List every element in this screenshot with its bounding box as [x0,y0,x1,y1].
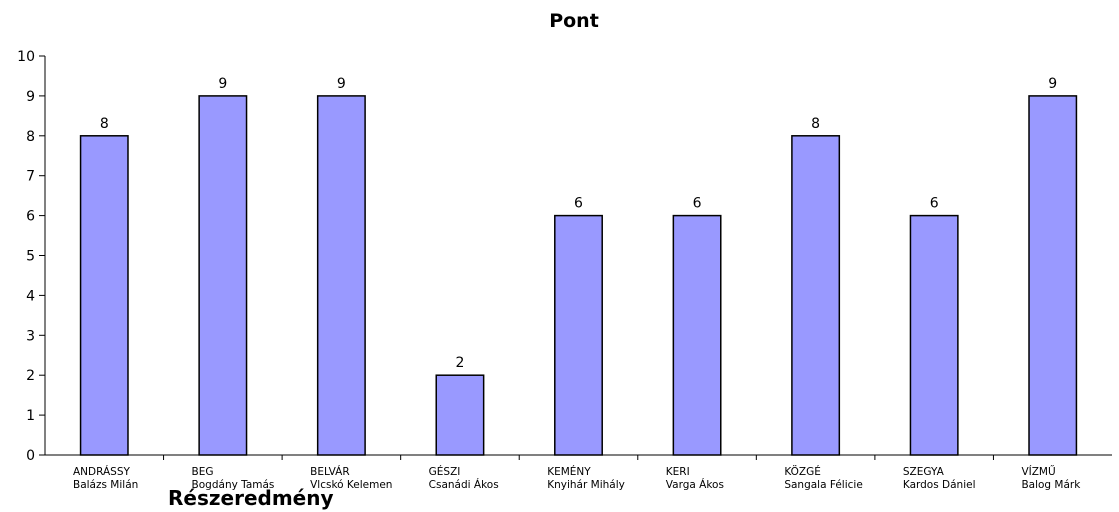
y-tick-label: 1 [26,408,35,424]
x-tick-label-name: Vlcskó Kelemen [310,479,392,491]
caption: Részeredmény [168,486,334,510]
y-tick-label: 10 [17,49,35,65]
bar [554,214,603,456]
y-tick-label: 8 [26,129,35,145]
x-tick-label-name: Kardos Dániel [903,479,976,491]
y-tick-label: 2 [26,368,35,384]
x-tick-label-school: KÖZGÉ [784,465,821,478]
y-tick-label: 3 [26,328,35,344]
x-tick-label-name: Knyihár Mihály [547,479,625,491]
x-tick-label-school: KEMÉNY [547,465,591,478]
data-label: 8 [811,116,820,132]
y-tick-label: 4 [26,288,35,304]
x-tick-label-school: BELVÁR [310,465,350,478]
y-tick-label: 5 [26,249,35,265]
x-tick-label-school: GÉSZI [429,465,461,478]
data-label: 2 [455,355,464,371]
x-tick-label-name: Bogdány Tamás [192,479,275,491]
data-label: 6 [574,196,583,212]
x-tick-label-school: BEG [192,466,214,478]
x-tick-label-name: Sangala Félicie [784,479,862,491]
bars: 8 9 9 2 6 6 8 6 9 [79,76,1078,456]
y-tick-label: 0 [26,448,35,464]
x-tick-label-school: SZEGYA [903,466,945,478]
x-tick-label-name: Balog Márk [1021,479,1081,491]
x-tick-label-school: ANDRÁSSY [73,465,131,478]
x-tick-label-school: KERI [666,466,690,478]
bar [435,374,485,456]
data-label: 8 [100,116,109,132]
data-label: 9 [337,76,346,92]
chart-title: Pont [549,10,599,32]
x-tick-label-school: VÍZMŰ [1021,464,1055,478]
x-tick-label-name: Balázs Milán [73,479,138,491]
data-label: 9 [1048,76,1057,92]
y-tick-label: 7 [26,169,35,185]
x-tick-label-name: Varga Ákos [666,478,724,491]
bar [672,214,722,456]
bar [79,135,129,456]
data-label: 6 [930,196,939,212]
x-tick-label-name: Csanádi Ákos [429,478,499,491]
y-tick-label: 9 [26,89,35,105]
bar [198,95,248,456]
bar [909,214,959,456]
bar [1028,95,1078,456]
bar [316,95,366,456]
bar [791,135,841,456]
y-tick-label: 6 [26,209,35,225]
data-label: 9 [218,76,227,92]
data-label: 6 [693,196,702,212]
